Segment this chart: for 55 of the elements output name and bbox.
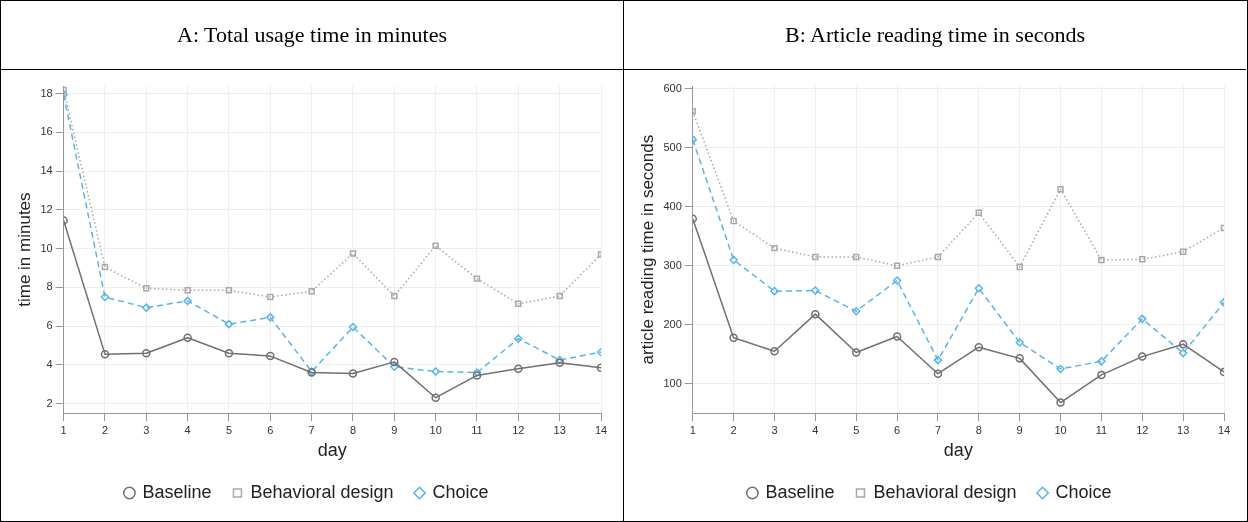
y-axis-title: article reading time in seconds	[637, 134, 657, 364]
x-tick-label: 10	[1054, 423, 1067, 436]
x-tick-label: 6	[267, 423, 274, 436]
y-tick-label: 2	[46, 396, 53, 409]
x-tick-label: 10	[429, 423, 442, 436]
legend-label: Behavioral design	[250, 481, 394, 502]
x-tick-label: 12	[512, 423, 525, 436]
legend-label: Choice	[432, 481, 489, 502]
chart-title: B: Article reading time in seconds	[624, 1, 1246, 70]
x-tick-label: 2	[101, 423, 109, 436]
legend-label: Baseline	[142, 481, 212, 502]
y-tick-label: 8	[46, 279, 53, 292]
x-axis-title: day	[317, 439, 347, 460]
x-tick-label: 11	[471, 423, 483, 436]
x-tick-label: 13	[553, 423, 566, 436]
x-tick-label: 5	[225, 423, 233, 436]
x-tick-label: 11	[1095, 423, 1108, 436]
x-tick-label: 6	[894, 423, 901, 436]
x-tick-label: 13	[1177, 423, 1190, 436]
y-tick-label: 12	[40, 202, 53, 215]
y-tick-label: 200	[663, 317, 682, 330]
x-tick-label: 9	[1016, 423, 1023, 436]
y-tick-label: 4	[46, 357, 53, 370]
x-tick-label: 8	[349, 423, 357, 436]
x-tick-label: 4	[184, 423, 191, 436]
x-tick-label: 1	[689, 423, 696, 436]
x-tick-label: 12	[1136, 423, 1149, 436]
x-tick-label: 7	[934, 423, 942, 436]
y-tick-label: 300	[663, 258, 682, 271]
y-tick-label: 400	[663, 199, 682, 212]
x-tick-label: 4	[812, 423, 819, 436]
x-tick-label: 2	[730, 423, 737, 436]
x-tick-label: 14	[594, 423, 608, 436]
x-tick-label: 9	[391, 423, 398, 436]
x-tick-label: 8	[975, 423, 982, 436]
x-tick-label: 3	[143, 423, 150, 436]
x-axis-title: day	[943, 439, 973, 460]
chart-title: A: Total usage time in minutes	[1, 1, 623, 70]
legend-label: Choice	[1055, 481, 1112, 502]
x-tick-label: 1	[60, 423, 67, 436]
legend-label: Baseline	[765, 481, 835, 502]
y-tick-label: 600	[663, 81, 682, 94]
y-tick-label: 14	[40, 163, 53, 176]
y-tick-label: 100	[663, 376, 682, 389]
y-tick-label: 6	[46, 318, 53, 331]
y-tick-label: 10	[40, 241, 53, 254]
x-tick-label: 5	[853, 423, 860, 436]
x-tick-label: 7	[308, 423, 315, 436]
legend-label: Behavioral design	[873, 481, 1017, 502]
x-tick-label: 14	[1217, 423, 1231, 436]
y-tick-label: 500	[663, 140, 682, 153]
y-axis-title: time in minutes	[14, 191, 34, 307]
y-tick-label: 16	[40, 125, 53, 137]
x-tick-label: 3	[771, 423, 778, 436]
y-tick-label: 18	[40, 86, 53, 99]
